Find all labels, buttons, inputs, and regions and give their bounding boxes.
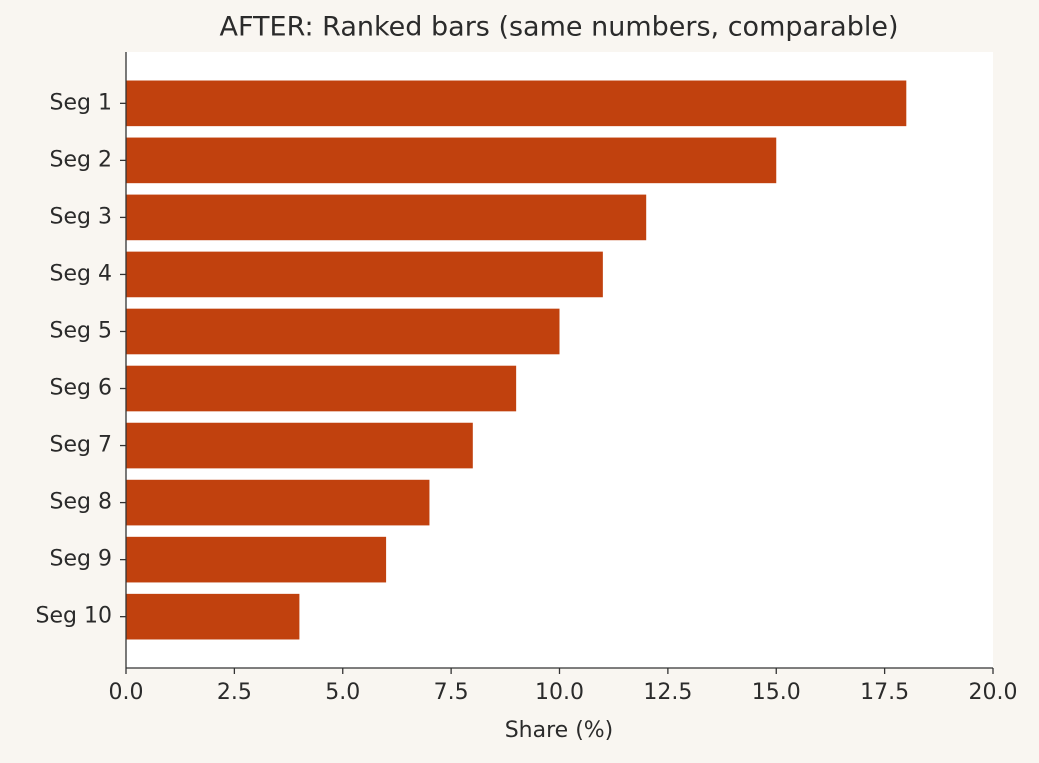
x-axis-label: Share (%) [505,718,614,743]
x-tick-label: 12.5 [643,680,692,705]
chart-title: AFTER: Ranked bars (same numbers, compar… [220,12,899,43]
x-tick-label: 17.5 [860,680,909,705]
bar [126,365,517,412]
y-tick-label: Seg 4 [50,261,112,286]
bar [126,308,560,355]
bar [126,251,603,298]
bar [126,593,300,640]
bar [126,137,777,184]
y-tick-label: Seg 10 [36,604,112,629]
y-tick-label: Seg 8 [50,490,112,515]
y-tick-label: Seg 5 [50,318,112,343]
y-tick-label: Seg 6 [50,376,112,401]
y-tick-label: Seg 2 [50,147,112,172]
x-tick-label: 2.5 [217,680,252,705]
x-tick-label: 5.0 [325,680,360,705]
x-tick-label: 7.5 [434,680,469,705]
x-tick-label: 0.0 [109,680,144,705]
bar [126,536,387,583]
bar [126,80,907,127]
y-tick-label: Seg 1 [50,90,112,115]
x-tick-label: 20.0 [969,680,1018,705]
bar [126,422,473,469]
bar [126,194,647,241]
x-tick-label: 15.0 [752,680,801,705]
y-tick-label: Seg 9 [50,547,112,572]
y-tick-label: Seg 7 [50,433,112,458]
x-tick-label: 10.0 [535,680,584,705]
bar [126,479,430,526]
y-tick-label: Seg 3 [50,204,112,229]
